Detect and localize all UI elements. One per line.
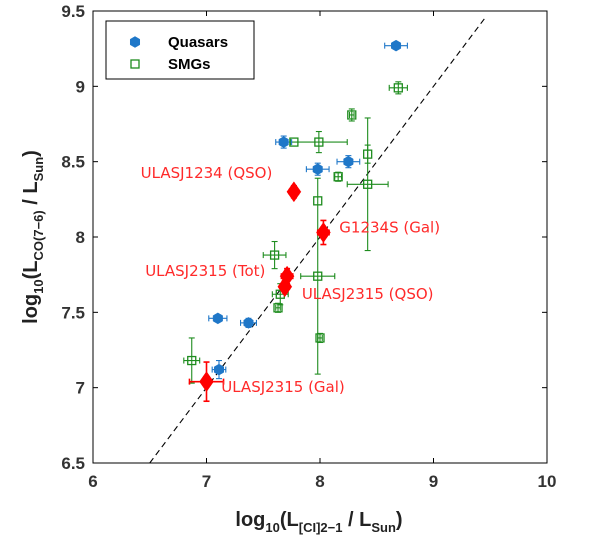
data-point-open-square [393, 83, 403, 93]
point-annotation: ULASJ2315 (QSO) [302, 285, 434, 303]
y-tick-label: 8.5 [61, 153, 85, 172]
annotation-layer: ULASJ1234 (QSO) G1234S (Gal) ULASJ2315 (To… [141, 164, 440, 396]
data-point-filled-hexagon [391, 39, 402, 52]
legend-box [105, 20, 255, 80]
data-point-open-square [363, 179, 373, 189]
data-point-open-square [315, 333, 325, 343]
data-point-filled-hexagon [343, 155, 354, 168]
data-point-open-square [363, 149, 373, 159]
x-axis-title-sub3: Sun [371, 520, 396, 535]
data-point-open-square [289, 137, 299, 147]
marker-layer [187, 39, 403, 393]
y-axis-title-mid: (L [20, 260, 42, 279]
data-point-open-square [333, 172, 343, 182]
data-point-open-square [313, 196, 323, 206]
data-point-open-square [273, 303, 283, 313]
legend-marker-smgs [130, 59, 140, 69]
data-point-filled-diamond [316, 222, 331, 243]
data-point-open-square [269, 250, 280, 260]
x-axis-title-end: ) [396, 509, 403, 531]
x-axis-title-mid: (L [280, 509, 299, 531]
legend-label-quasars: Quasars [168, 34, 228, 51]
data-point-filled-hexagon [278, 136, 289, 148]
legend-label-smgs: SMGs [168, 56, 211, 73]
data-point-open-square [314, 137, 324, 147]
y-axis-title-post: / L [20, 181, 42, 210]
point-annotation: G1234S (Gal) [339, 218, 440, 236]
y-axis-title: log10(LCO(7−6) / LSun) [20, 150, 46, 324]
data-point-open-square [347, 110, 357, 120]
data-point-filled-diamond [199, 371, 214, 393]
y-axis-title-sub3: Sun [31, 157, 46, 182]
tick-layer: 6 7 8 9 10 6.5 7 7.5 8 8.5 9 9.5 [61, 2, 556, 491]
y-tick-label: 6.5 [61, 454, 85, 473]
x-tick-label: 6 [88, 472, 97, 491]
data-point-filled-hexagon [243, 317, 254, 329]
legend-marker-quasars [129, 36, 141, 48]
x-axis-title-sub1: 10 [265, 520, 279, 535]
legend-symbol-quasars [129, 36, 141, 48]
y-tick-label: 9.5 [61, 2, 85, 21]
data-point-filled-diamond [277, 276, 293, 298]
data-point-open-square [313, 271, 323, 281]
legend-symbol-smgs [130, 59, 140, 69]
x-axis-title-pre: log [235, 509, 265, 531]
data-point-open-square [187, 355, 197, 366]
y-tick-label: 9 [76, 77, 85, 96]
y-axis-title-pre: log [20, 294, 42, 324]
x-axis-title-post: / L [342, 509, 371, 531]
data-point-filled-hexagon [213, 363, 224, 376]
y-axis-title-end: ) [20, 150, 42, 157]
one-to-one-line [149, 18, 486, 464]
x-tick-label: 8 [315, 472, 324, 491]
x-tick-label: 10 [538, 472, 557, 491]
data-point-filled-hexagon [312, 163, 323, 175]
legend: Quasars SMGs [105, 20, 255, 80]
y-axis-title-sub1: 10 [31, 279, 46, 293]
point-annotation: ULASJ1234 (QSO) [141, 164, 273, 182]
reference-line-layer [149, 18, 486, 464]
data-point-filled-hexagon [212, 312, 223, 325]
x-tick-label: 9 [429, 472, 438, 491]
data-point-filled-diamond [286, 181, 302, 203]
x-axis-title: log10(L[CI]2−1 / LSun) [235, 509, 402, 535]
y-tick-label: 7 [76, 379, 85, 398]
x-axis-title-sub2: [CI]2−1 [299, 520, 343, 535]
y-tick-label: 8 [76, 228, 85, 247]
x-tick-label: 7 [202, 472, 211, 491]
point-annotation: ULASJ2315 (Tot) [145, 262, 265, 280]
y-axis-title-sub2: CO(7−6) [31, 210, 46, 260]
point-annotation: ULASJ2315 (Gal) [221, 378, 345, 396]
y-tick-label: 7.5 [61, 303, 85, 322]
